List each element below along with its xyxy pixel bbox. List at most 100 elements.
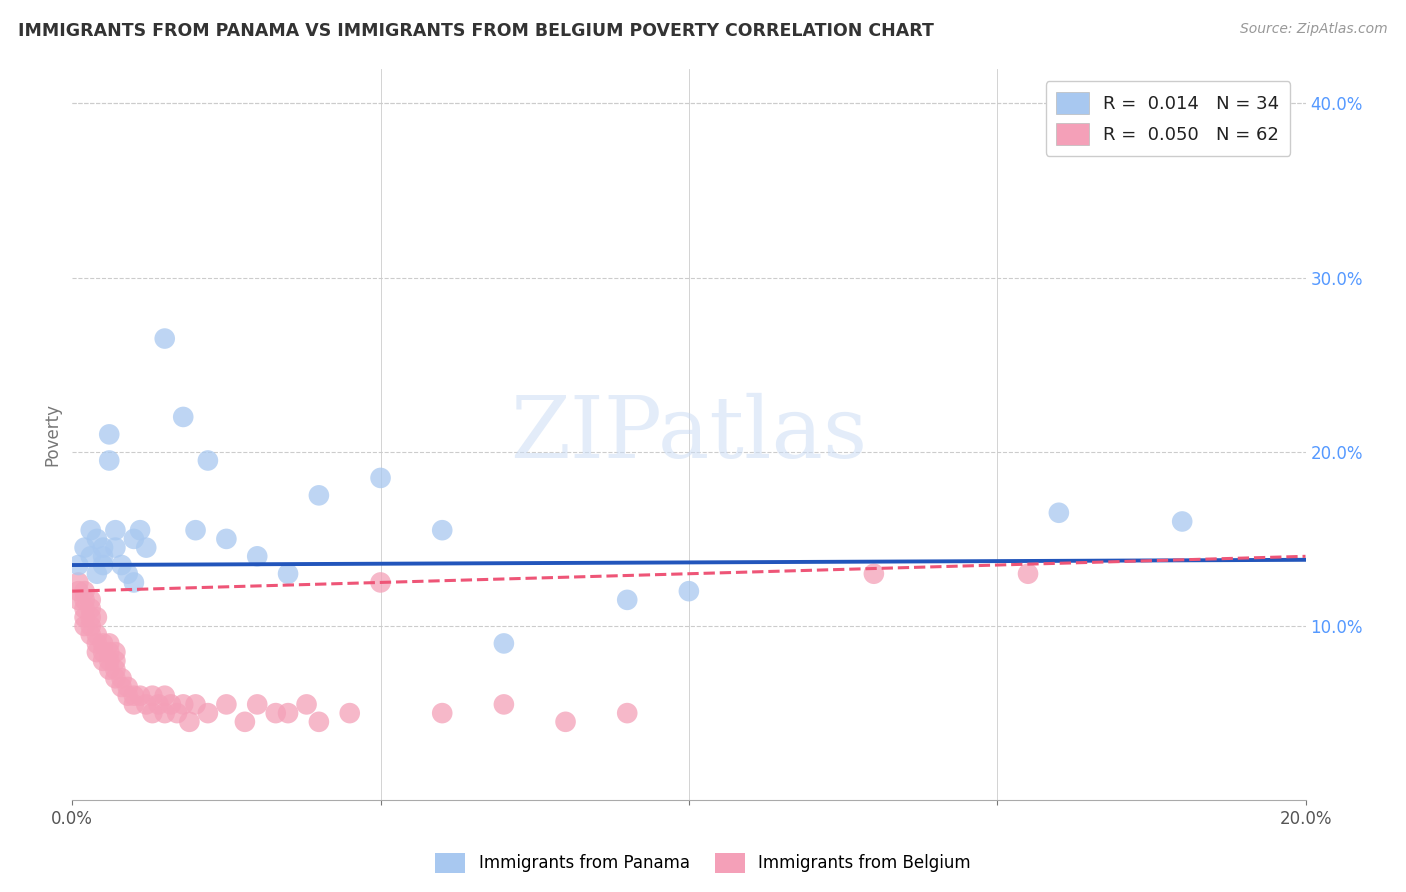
- Point: [91, 541, 114, 555]
- Point: [141, 689, 163, 703]
- Point: [295, 698, 318, 712]
- Point: [104, 541, 127, 555]
- Point: [308, 714, 330, 729]
- Point: [86, 645, 108, 659]
- Point: [91, 549, 114, 564]
- Point: [91, 558, 114, 572]
- Point: [172, 409, 194, 424]
- Point: [184, 523, 207, 537]
- Point: [98, 427, 121, 442]
- Point: [370, 575, 392, 590]
- Text: IMMIGRANTS FROM PANAMA VS IMMIGRANTS FROM BELGIUM POVERTY CORRELATION CHART: IMMIGRANTS FROM PANAMA VS IMMIGRANTS FRO…: [18, 22, 934, 40]
- Point: [554, 714, 576, 729]
- Point: [86, 532, 108, 546]
- Point: [277, 706, 299, 720]
- Point: [98, 636, 121, 650]
- Point: [91, 654, 114, 668]
- Point: [80, 619, 103, 633]
- Point: [160, 698, 183, 712]
- Point: [117, 689, 139, 703]
- Point: [91, 636, 114, 650]
- Point: [80, 628, 103, 642]
- Y-axis label: Poverty: Poverty: [44, 403, 60, 466]
- Point: [73, 610, 96, 624]
- Point: [67, 558, 90, 572]
- Point: [104, 671, 127, 685]
- Point: [616, 706, 638, 720]
- Point: [179, 714, 201, 729]
- Point: [80, 610, 103, 624]
- Point: [277, 566, 299, 581]
- Point: [91, 645, 114, 659]
- Point: [215, 532, 238, 546]
- Point: [122, 532, 145, 546]
- Point: [264, 706, 287, 720]
- Text: ZIPatlas: ZIPatlas: [510, 392, 868, 476]
- Point: [678, 584, 700, 599]
- Point: [129, 689, 152, 703]
- Point: [215, 698, 238, 712]
- Point: [1171, 515, 1194, 529]
- Point: [492, 636, 515, 650]
- Point: [80, 523, 103, 537]
- Point: [73, 584, 96, 599]
- Point: [233, 714, 256, 729]
- Point: [135, 698, 157, 712]
- Point: [339, 706, 361, 720]
- Point: [104, 523, 127, 537]
- Point: [863, 566, 886, 581]
- Point: [246, 549, 269, 564]
- Point: [141, 706, 163, 720]
- Point: [135, 541, 157, 555]
- Point: [80, 593, 103, 607]
- Point: [86, 566, 108, 581]
- Point: [110, 671, 132, 685]
- Point: [370, 471, 392, 485]
- Point: [197, 706, 219, 720]
- Point: [1047, 506, 1070, 520]
- Point: [117, 680, 139, 694]
- Point: [122, 689, 145, 703]
- Point: [73, 601, 96, 615]
- Point: [1017, 566, 1039, 581]
- Point: [67, 584, 90, 599]
- Point: [73, 619, 96, 633]
- Point: [153, 332, 176, 346]
- Point: [104, 654, 127, 668]
- Point: [86, 636, 108, 650]
- Point: [73, 593, 96, 607]
- Point: [308, 488, 330, 502]
- Point: [73, 541, 96, 555]
- Legend: R =  0.014   N = 34, R =  0.050   N = 62: R = 0.014 N = 34, R = 0.050 N = 62: [1046, 81, 1291, 156]
- Point: [98, 663, 121, 677]
- Point: [153, 689, 176, 703]
- Text: Source: ZipAtlas.com: Source: ZipAtlas.com: [1240, 22, 1388, 37]
- Point: [86, 628, 108, 642]
- Point: [110, 558, 132, 572]
- Point: [246, 698, 269, 712]
- Point: [67, 593, 90, 607]
- Point: [184, 698, 207, 712]
- Point: [104, 663, 127, 677]
- Point: [153, 706, 176, 720]
- Point: [98, 654, 121, 668]
- Point: [122, 698, 145, 712]
- Point: [80, 601, 103, 615]
- Point: [492, 698, 515, 712]
- Point: [148, 698, 170, 712]
- Point: [432, 706, 454, 720]
- Point: [110, 680, 132, 694]
- Legend: Immigrants from Panama, Immigrants from Belgium: Immigrants from Panama, Immigrants from …: [429, 847, 977, 880]
- Point: [122, 575, 145, 590]
- Point: [616, 593, 638, 607]
- Point: [80, 549, 103, 564]
- Point: [197, 453, 219, 467]
- Point: [166, 706, 188, 720]
- Point: [117, 566, 139, 581]
- Point: [67, 575, 90, 590]
- Point: [86, 610, 108, 624]
- Point: [104, 645, 127, 659]
- Point: [98, 453, 121, 467]
- Point: [98, 645, 121, 659]
- Point: [432, 523, 454, 537]
